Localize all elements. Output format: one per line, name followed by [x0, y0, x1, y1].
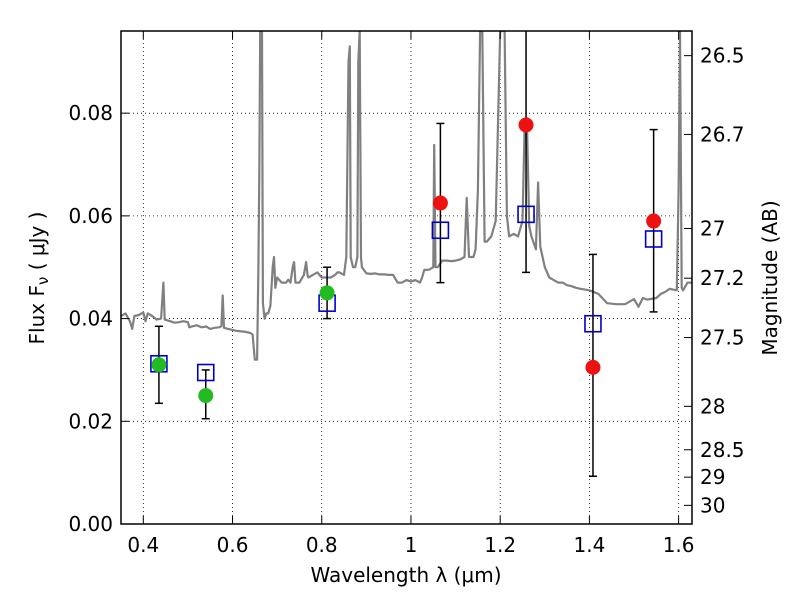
x-tick-label: 0.4 — [127, 533, 159, 557]
x-tick-label: 1.6 — [663, 533, 695, 557]
mag-tick-label: 28.5 — [700, 438, 745, 462]
model-point — [644, 230, 663, 248]
x-tick-label: 1.4 — [573, 533, 605, 557]
y2-axis-label: Magnitude (AB) — [758, 200, 782, 355]
y-axis-label-main: Flux F — [25, 285, 49, 344]
infrared-point — [585, 359, 601, 375]
y-axis-label-unit: ( μJy ) — [25, 212, 49, 277]
model-point — [584, 314, 602, 333]
optical-point — [151, 357, 167, 373]
mag-tick-label: 28 — [700, 394, 725, 418]
infrared-point — [432, 195, 448, 211]
mag-tick-label: 29 — [700, 465, 725, 489]
x-tick-label: 0.8 — [306, 533, 338, 557]
x-tick-label: 1 — [405, 533, 418, 557]
mag-tick-label: 27 — [700, 216, 725, 240]
model-point — [517, 205, 535, 224]
model-point — [196, 363, 215, 382]
y-tick-label: 0.06 — [68, 204, 113, 228]
y-axis-label: Flux Fν ( μJy ) — [25, 212, 52, 345]
plot-area — [121, 31, 692, 477]
x-axis-label: Wavelength λ (μm) — [310, 563, 501, 587]
x-tick-label: 1.2 — [484, 533, 516, 557]
y-tick-label: 0.02 — [68, 409, 113, 433]
mag-tick-label: 26.7 — [700, 122, 745, 146]
mag-tick-label: 27.5 — [700, 326, 745, 350]
y-tick-label: 0.00 — [68, 512, 113, 536]
spectrum-line — [121, 31, 692, 361]
optical-point — [319, 285, 335, 301]
y-tick-label: 0.08 — [68, 101, 113, 125]
ticks: 0.4 0.6 0.8 1 1.2 1.4 1.6 0.00 0.02 0.04 0.06 0.08 2… — [68, 31, 745, 557]
plot-frame — [120, 30, 693, 525]
y-axis-label-sub: ν — [34, 277, 52, 285]
optical-point — [198, 388, 214, 404]
mag-tick-label: 27.2 — [700, 266, 745, 290]
mag-tick-label: 30 — [700, 493, 725, 517]
model-point — [431, 221, 450, 240]
mag-tick-label: 26.5 — [700, 44, 745, 68]
x-tick-label: 0.6 — [217, 533, 249, 557]
infrared-point — [646, 213, 662, 229]
y-tick-label: 0.04 — [68, 307, 113, 331]
infrared-point — [518, 117, 534, 133]
